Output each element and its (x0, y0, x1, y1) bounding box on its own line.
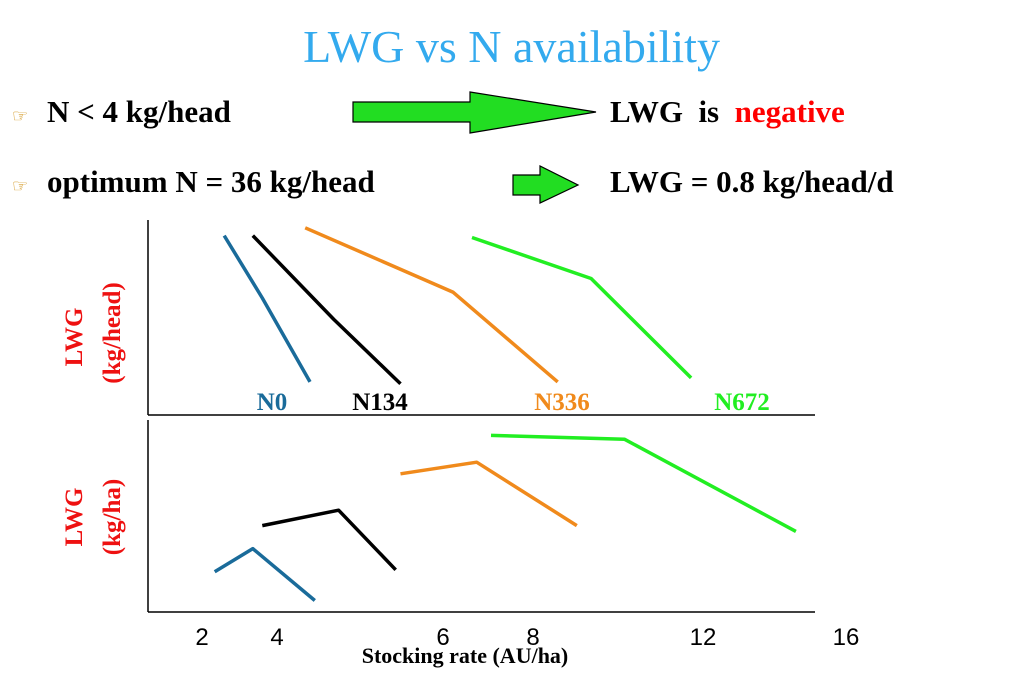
bullet-2-result-prefix: LWG = 0.8 kg/head/d (610, 164, 894, 199)
y-label-bottom-line2: (kg/ha) (99, 479, 126, 555)
series-label-n0: N0 (257, 389, 288, 416)
series-label-n336: N336 (534, 389, 590, 416)
x-tick-label: 6 (436, 624, 449, 651)
series-label-n134: N134 (352, 389, 408, 416)
series-line-per-head-n672 (471, 235, 693, 380)
series-line-per-head-n336 (304, 226, 559, 384)
x-tick-label: 8 (526, 624, 539, 651)
y-label-top-line2: (kg/head) (99, 282, 126, 383)
bullet-1-result-highlight: negative (734, 94, 845, 129)
series-line-per-head-n134 (251, 234, 402, 386)
slide-title: LWG vs N availability (303, 21, 720, 72)
pointing-hand-icon: ☞ (12, 176, 29, 196)
x-tick-label: 12 (690, 624, 717, 651)
arrow-short-icon (512, 165, 580, 204)
bullet-1-text: N < 4 kg/head (47, 94, 231, 129)
bullet-1-result-prefix: LWG is (610, 94, 735, 129)
x-tick-label: 16 (833, 624, 860, 651)
x-tick-label: 4 (270, 624, 283, 651)
series-line-per-ha-n672 (490, 433, 797, 533)
bullet-2-result: LWG = 0.8 kg/head/d (610, 164, 894, 200)
series-label-n672: N672 (714, 389, 770, 416)
arrow-long-icon (352, 91, 597, 134)
bullet-1-result: LWG is negative (610, 94, 845, 130)
series-line-per-head-n0 (222, 234, 312, 383)
series-line-per-ha-n134 (261, 508, 397, 572)
x-axis-label: Stocking rate (AU/ha) (362, 643, 569, 668)
x-tick-label: 2 (195, 624, 208, 651)
y-label-bottom-line1: LWG (61, 488, 88, 547)
y-label-top-line1: LWG (61, 308, 88, 367)
series-line-per-ha-n336 (400, 460, 578, 528)
series-line-per-ha-n0 (213, 546, 316, 602)
pointing-hand-icon: ☞ (12, 106, 29, 126)
bullet-2-text: optimum N = 36 kg/head (47, 164, 375, 199)
